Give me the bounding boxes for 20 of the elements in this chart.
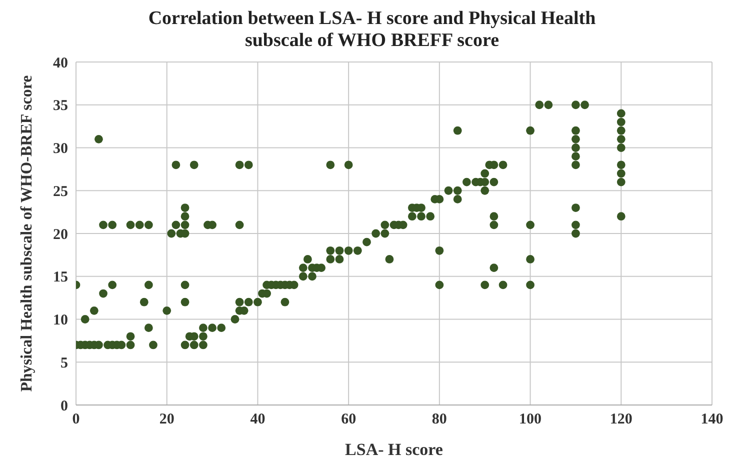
x-tick-label: 100	[519, 412, 542, 428]
x-tick-label: 20	[159, 412, 174, 428]
y-tick-label: 35	[53, 98, 68, 114]
y-tick-label: 40	[53, 55, 68, 72]
y-tick-label: 25	[53, 184, 68, 200]
chart-title: Correlation between LSA- H score and Physical Health subscale of WHO BREFF score	[147, 8, 597, 52]
x-tick-label: 60	[341, 412, 356, 428]
y-tick-label: 0	[60, 398, 68, 414]
x-tick-label: 80	[432, 412, 447, 428]
y-tick-label: 30	[53, 141, 68, 158]
x-tick-label: 120	[610, 412, 632, 428]
y-tick-label: 15	[53, 270, 68, 286]
y-tick-label: 20	[53, 226, 68, 243]
x-tick-label: 0	[72, 412, 80, 428]
x-tick-label: 140	[700, 412, 724, 428]
y-axis-title: Physical Health subscale of WHO-BREF score	[18, 75, 36, 392]
y-tick-label: 5	[60, 355, 68, 372]
y-tick-label: 10	[53, 312, 68, 329]
x-axis-title: LSA- H score	[345, 440, 444, 459]
x-tick-label: 40	[250, 412, 266, 428]
